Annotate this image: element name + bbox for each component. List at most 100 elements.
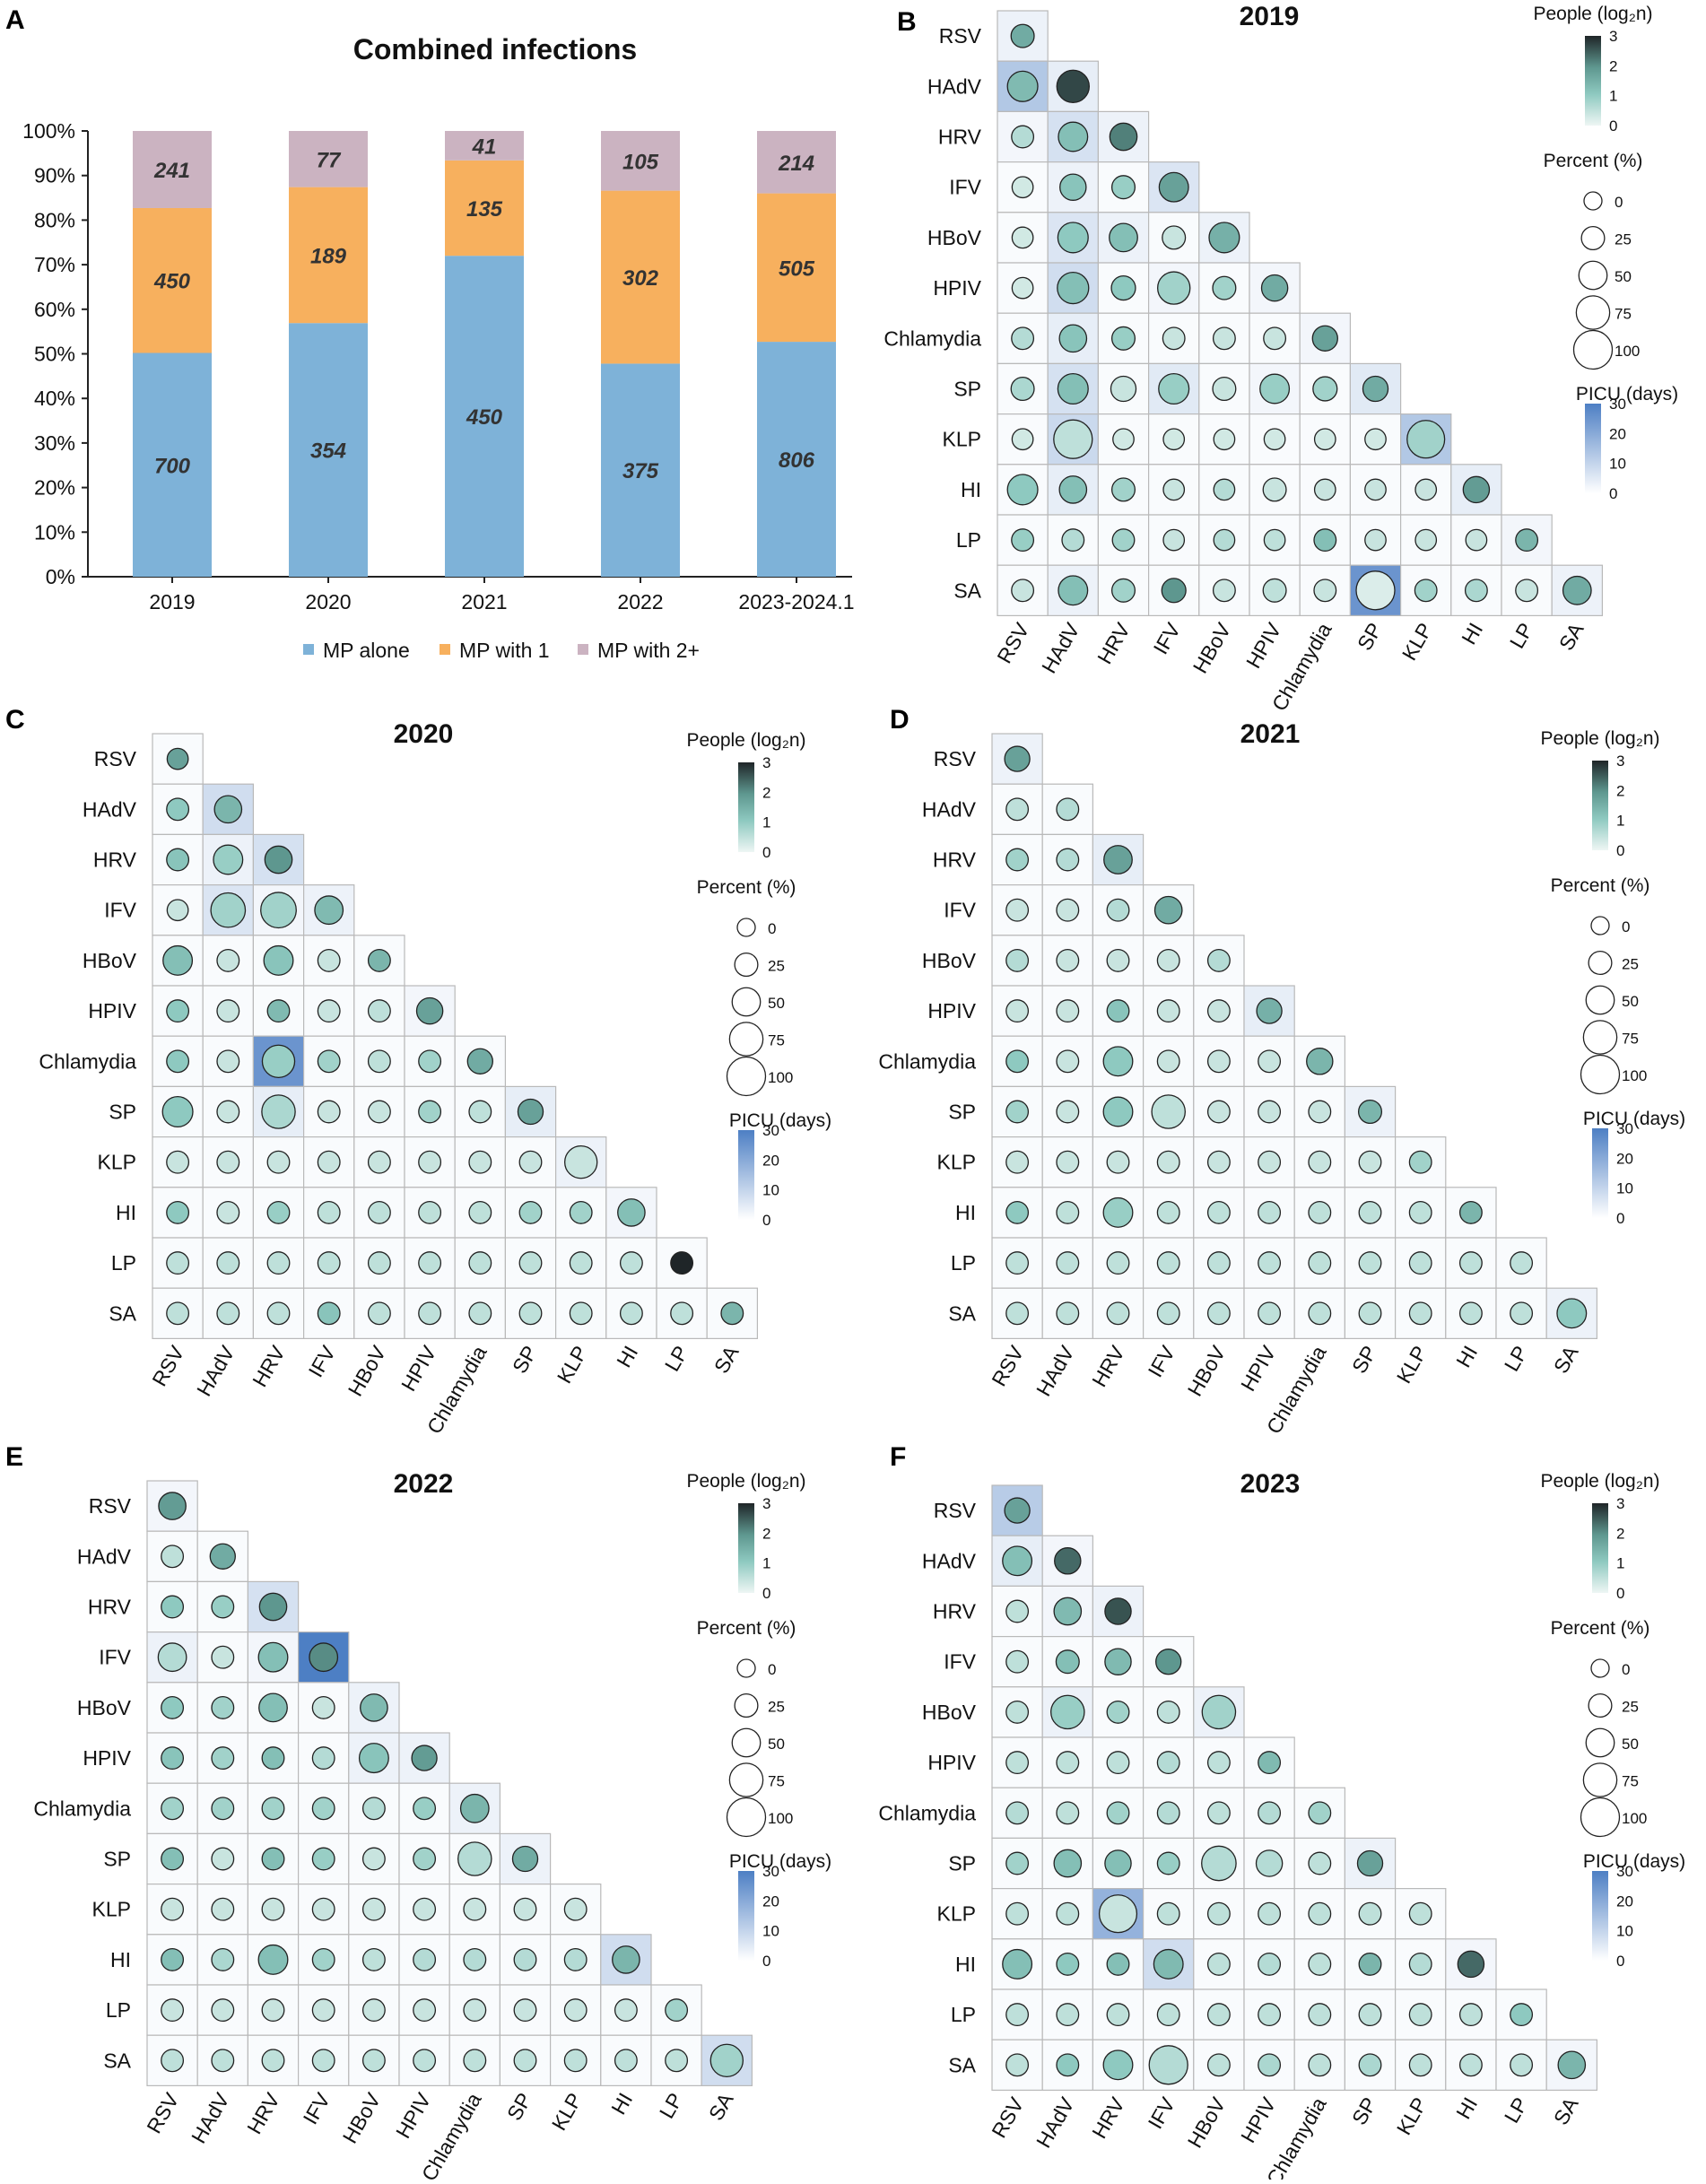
x-tick-label: 2023-2024.1: [738, 590, 854, 613]
bubble: [1515, 528, 1539, 553]
bar-segment: [601, 190, 680, 364]
bubble: [617, 1198, 646, 1227]
bubble: [216, 1200, 240, 1224]
column-label: HRV: [242, 2088, 284, 2137]
heatmap-cell: [1142, 1736, 1195, 1788]
bubble: [1308, 1801, 1332, 1825]
bubble: [1056, 797, 1080, 822]
bubble: [1162, 478, 1186, 501]
percent-legend-circle: [728, 1022, 764, 1057]
bubble: [1156, 1751, 1180, 1775]
bubble: [317, 1100, 341, 1124]
column-label: KLP: [553, 1342, 592, 1388]
bubble: [1312, 376, 1338, 402]
bubble: [367, 1200, 391, 1224]
bubble: [1206, 2003, 1231, 2027]
bubble: [158, 1492, 187, 1520]
panel-label-f: F: [890, 1442, 906, 1472]
bubble: [1056, 1952, 1080, 1976]
percent-legend-circle: [731, 1727, 762, 1758]
bubble: [216, 948, 240, 972]
picu-colorbar: [1592, 1128, 1608, 1218]
row-label: IFV: [104, 899, 136, 922]
bar-segment: [757, 193, 836, 343]
people-legend-title: People (log₂n): [686, 730, 805, 751]
bubble: [569, 1251, 593, 1275]
bubble: [1106, 1301, 1130, 1326]
bubble: [317, 1301, 341, 1326]
row-label: RSV: [89, 1494, 132, 1518]
bubble: [1102, 1196, 1134, 1228]
bubble: [518, 1200, 543, 1224]
data-label: 505: [779, 257, 815, 281]
picu-colorbar: [738, 1130, 754, 1220]
picu-tick-label: 20: [762, 1893, 779, 1910]
bubble: [1358, 2003, 1382, 2027]
picu-tick-label: 10: [1609, 456, 1626, 473]
row-label: SA: [953, 579, 981, 602]
people-colorbar: [738, 1503, 754, 1593]
picu-tick-label: 20: [762, 1152, 779, 1169]
bubble: [309, 1642, 339, 1673]
bubble: [463, 1947, 487, 1971]
bubble: [413, 2049, 437, 2073]
bubble: [266, 1301, 291, 1326]
column-label: RSV: [992, 618, 1033, 667]
bubble: [1011, 326, 1035, 351]
bubble: [1510, 2003, 1534, 2027]
percent-tick-label: 25: [768, 958, 785, 975]
bubble: [161, 1797, 185, 1821]
bubble: [161, 1095, 194, 1128]
bubble: [1306, 1048, 1334, 1075]
data-label: 135: [466, 197, 503, 222]
row-label: HRV: [933, 848, 977, 872]
bubble: [513, 1947, 537, 1971]
percent-tick-label: 75: [1615, 306, 1632, 323]
panel-d: D 2021RSVHAdVHRVIFVHBoVHPIVChlamydiaSPKLP…: [878, 705, 1685, 1438]
bubble: [619, 1301, 643, 1326]
row-label: RSV: [934, 747, 977, 770]
people-tick-label: 2: [762, 1525, 770, 1542]
column-label: RSV: [987, 2093, 1028, 2142]
percent-tick-label: 25: [768, 1699, 785, 1716]
bubble: [361, 1998, 386, 2023]
bubble: [1058, 575, 1089, 606]
bubble: [261, 1998, 285, 2023]
bubble: [1005, 898, 1030, 922]
percent-tick-label: 75: [1622, 1031, 1639, 1048]
column-label: HRV: [1092, 618, 1135, 667]
x-tick-label: 2019: [149, 590, 195, 613]
bubble: [211, 1695, 235, 1719]
bubble: [1355, 570, 1396, 611]
bubble: [1110, 175, 1136, 200]
bubble: [1005, 797, 1030, 822]
bubble: [459, 1793, 490, 1823]
bubble: [213, 844, 244, 875]
row-label: HBoV: [922, 1701, 977, 1724]
bubble: [1206, 1251, 1231, 1275]
bubble: [261, 1094, 296, 1129]
bubble: [1156, 1801, 1180, 1825]
bubble: [1213, 528, 1236, 552]
bubble: [1106, 1700, 1130, 1724]
bar-segment: [601, 131, 680, 191]
legend-swatch: [578, 644, 588, 655]
bubble: [1102, 2049, 1134, 2081]
bubble: [361, 2049, 386, 2073]
bubble: [1158, 171, 1189, 203]
bubble: [670, 1301, 694, 1326]
people-tick-label: 3: [762, 754, 770, 771]
bubble: [1005, 1200, 1030, 1224]
bubble: [1408, 1301, 1432, 1326]
bubble: [1414, 579, 1438, 603]
picu-tick-label: 0: [1616, 1210, 1624, 1227]
row-label: HAdV: [77, 1544, 132, 1568]
picu-colorbar: [1585, 404, 1601, 493]
row-label: Chlamydia: [878, 1801, 976, 1824]
row-label: HRV: [88, 1596, 132, 1619]
heatmap-title: 2020: [394, 719, 454, 749]
bubble: [317, 1150, 341, 1174]
percent-tick-label: 50: [1622, 993, 1639, 1010]
bubble: [1458, 2053, 1483, 2077]
